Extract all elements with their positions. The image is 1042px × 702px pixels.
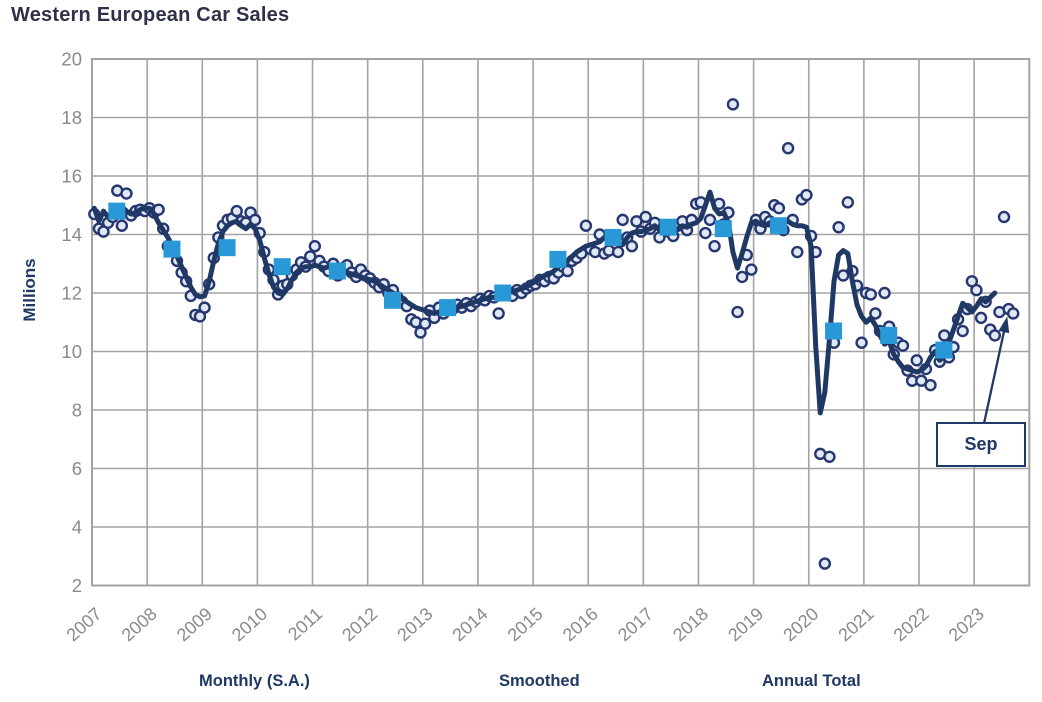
sep-annotation-box: Sep: [936, 422, 1026, 467]
monthly-data-point: [772, 201, 786, 215]
y-tick-label: 10: [61, 341, 82, 362]
x-tick-label: 2020: [779, 604, 822, 646]
annual-total-marker: [880, 326, 898, 344]
annual-total-marker: [825, 322, 843, 340]
sep-annotation-label: Sep: [964, 434, 998, 454]
x-tick-label: 2007: [63, 604, 106, 646]
monthly-data-point: [896, 339, 910, 352]
monthly-data-point: [611, 245, 625, 259]
x-tick-label: 2010: [228, 604, 271, 646]
monthly-data-point: [956, 324, 969, 338]
monthly-data-point: [418, 317, 432, 330]
monthly-data-point: [910, 354, 923, 367]
annual-total-marker: [108, 202, 126, 220]
annual-total-marker: [273, 258, 291, 276]
monthly-data-point: [198, 301, 211, 314]
x-tick-label: 2014: [448, 604, 491, 646]
x-tick-label: 2008: [118, 604, 161, 646]
monthly-data-point: [823, 450, 836, 463]
smoothed-line: [91, 189, 998, 416]
x-tick-label: 2023: [945, 604, 988, 646]
monthly-data-point: [781, 142, 795, 155]
legend-smoothed-label: Smoothed: [499, 672, 580, 690]
monthly-data-point: [974, 311, 988, 325]
y-tick-label: 12: [61, 283, 82, 304]
monthly-data-point: [579, 219, 593, 232]
monthly-data-point: [970, 283, 983, 297]
monthly-data-point: [988, 329, 1002, 342]
y-tick-label: 6: [72, 458, 82, 479]
x-tick-label: 2011: [284, 604, 326, 645]
annual-total-marker: [769, 217, 787, 235]
sep-arrow-head: [998, 316, 1010, 334]
annual-total-marker: [494, 284, 512, 302]
y-tick-label: 20: [61, 49, 82, 70]
monthly-data-point: [800, 188, 813, 202]
annual-total-marker: [163, 240, 181, 258]
monthly-data-point: [924, 378, 937, 392]
chart-legend: Monthly (S.A.) Smoothed Annual Total: [0, 668, 1042, 700]
monthly-data-point: [120, 187, 133, 200]
monthly-data-point: [997, 210, 1011, 224]
annual-total-marker: [328, 262, 346, 280]
monthly-data-point: [855, 336, 868, 349]
y-tick-label: 16: [61, 166, 82, 187]
x-tick-label: 2009: [173, 604, 216, 646]
monthly-data-point: [561, 264, 574, 278]
annual-total-marker: [604, 228, 622, 246]
monthly-data-point: [230, 204, 243, 218]
x-tick-label: 2012: [338, 604, 381, 646]
y-tick-label: 4: [72, 517, 82, 538]
chart-title: Western European Car Sales: [11, 4, 290, 26]
legend-monthly-label: Monthly (S.A.): [199, 672, 310, 690]
monthly-data-point: [878, 286, 891, 300]
sep-arrow-line: [982, 324, 1007, 424]
legend-annual-label: Annual Total: [762, 672, 861, 690]
y-tick-label: 8: [72, 400, 82, 421]
x-tick-label: 2017: [614, 604, 657, 646]
annual-total-marker: [549, 250, 567, 268]
monthly-data-point: [745, 263, 758, 276]
annual-total-marker: [439, 299, 457, 317]
x-tick-label: 2019: [724, 604, 767, 646]
annual-total-marker: [218, 239, 236, 257]
monthly-data-point: [708, 239, 721, 253]
monthly-data-point: [625, 239, 639, 253]
y-tick-label: 14: [61, 224, 82, 245]
monthly-data-point: [731, 305, 744, 319]
x-tick-label: 2013: [393, 604, 436, 646]
annual-total-marker: [935, 341, 953, 359]
monthly-data-point: [832, 220, 845, 234]
monthly-data-point: [726, 98, 740, 111]
monthly-data-point: [492, 307, 505, 320]
plot-border: [91, 58, 1031, 587]
x-tick-label: 2022: [890, 604, 933, 646]
monthly-data-point: [1007, 307, 1020, 320]
x-tick-label: 2021: [834, 604, 877, 646]
monthly-data-point: [115, 219, 129, 232]
monthly-data-point: [735, 270, 749, 284]
monthly-data-point: [248, 213, 262, 227]
annual-total-marker: [714, 220, 732, 238]
annual-total-marker: [383, 291, 401, 309]
monthly-data-point: [864, 288, 877, 301]
x-tick-label: 2018: [669, 604, 712, 646]
y-tick-label: 18: [61, 107, 82, 128]
monthly-data-point: [639, 210, 652, 224]
monthly-data-point: [841, 196, 855, 209]
monthly-data-point: [699, 226, 712, 240]
monthly-data-point: [703, 213, 717, 227]
monthly-data-point: [818, 557, 832, 570]
x-tick-label: 2016: [559, 604, 602, 646]
y-tick-label: 2: [72, 575, 82, 596]
monthly-data-point: [869, 307, 882, 320]
monthly-data-point: [308, 239, 322, 253]
annual-total-marker: [659, 218, 677, 236]
monthly-data-point: [791, 245, 804, 259]
monthly-data-point: [616, 213, 629, 227]
x-tick-label: 2015: [504, 604, 547, 646]
